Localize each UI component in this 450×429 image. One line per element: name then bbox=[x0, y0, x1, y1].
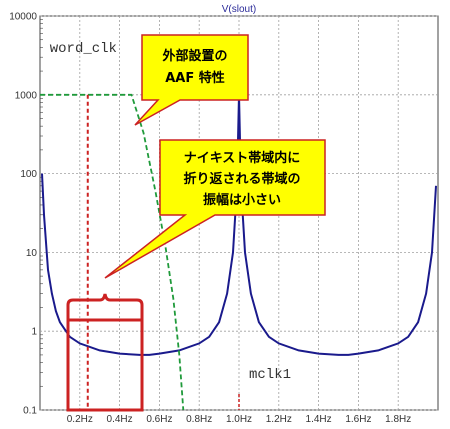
nyquist-callout-line-3: 振幅は小さい bbox=[203, 192, 281, 208]
aaf-callout-line-1: 外部設置の bbox=[161, 48, 227, 64]
y-tick-label: 1 bbox=[31, 327, 37, 338]
nyquist-callout: ナイキスト帯域内に 折り返される帯域の 振幅は小さい bbox=[104, 139, 326, 279]
x-tick-label: 1.6Hz bbox=[345, 414, 371, 425]
y-tick-label: 100 bbox=[20, 169, 37, 180]
aaf-callout: 外部設置の AAF 特性 bbox=[134, 34, 249, 126]
nyquist-callout-line-2: 折り返される帯域の bbox=[183, 171, 300, 187]
x-tick-label: 1.8Hz bbox=[385, 414, 411, 425]
x-tick-label: 0.2Hz bbox=[67, 414, 93, 425]
nyquist-callout-line-1: ナイキスト帯域内に bbox=[184, 150, 301, 166]
marker-group: word_clk mclk1 bbox=[50, 41, 291, 410]
x-tick-label: 1.4Hz bbox=[306, 414, 332, 425]
x-tick-label: 0.4Hz bbox=[107, 414, 133, 425]
x-axis-ticks: 0.2Hz 0.4Hz 0.6Hz 0.8Hz 1.0Hz 1.2Hz 1.4Hz 1.6Hz… bbox=[67, 414, 412, 425]
y-tick-label: 10000 bbox=[9, 12, 37, 23]
word-clk-label: word_clk bbox=[50, 41, 117, 57]
aaf-callout-line-2: AAF 特性 bbox=[165, 70, 225, 86]
x-tick-label: 1.2Hz bbox=[266, 414, 292, 425]
y-axis-ticks: 0.1 1 10 100 1000 10000 bbox=[9, 12, 43, 417]
x-tick-label: 1.0Hz bbox=[226, 414, 252, 425]
mclk1-label: mclk1 bbox=[249, 367, 291, 383]
x-tick-label: 0.8Hz bbox=[186, 414, 212, 425]
x-tick-label: 0.6Hz bbox=[146, 414, 172, 425]
series-line-2 bbox=[40, 93, 185, 411]
chart-title: V(slout) bbox=[222, 4, 256, 15]
y-tick-label: 1000 bbox=[15, 90, 38, 101]
y-tick-label: 10 bbox=[26, 248, 38, 259]
y-tick-label: 0.1 bbox=[23, 406, 37, 417]
nyquist-highlight-box bbox=[66, 293, 144, 412]
